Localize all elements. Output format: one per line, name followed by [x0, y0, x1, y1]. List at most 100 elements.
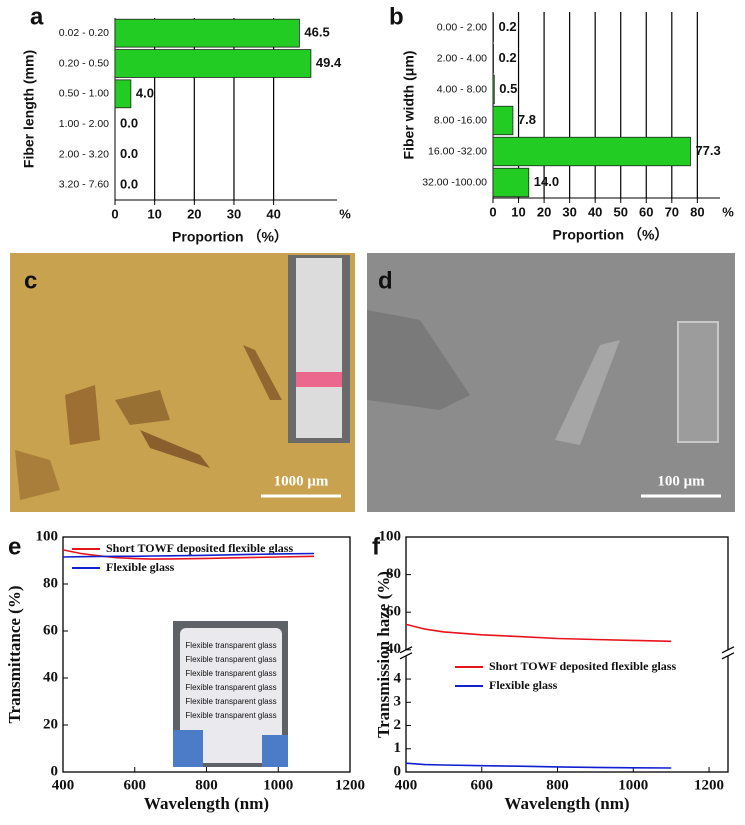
micrograph-c — [10, 253, 355, 512]
bar — [492, 74, 495, 105]
inset-text: Flexible transparent glass — [185, 697, 276, 706]
x-axis-title: Proportion （%） — [553, 227, 669, 243]
x-tick-label: 50 — [613, 204, 627, 219]
bar — [114, 49, 312, 78]
x-tick-label: 1000 — [263, 777, 293, 793]
y-tick-label: 4 — [394, 670, 402, 686]
inset-text: Flexible transparent glass — [185, 683, 276, 692]
value-label: 7.8 — [518, 112, 536, 127]
category-label: 2.00 - 4.00 — [437, 52, 487, 64]
x-tick-label: 60 — [639, 204, 653, 219]
scale-bar-label: 1000 μm — [274, 473, 329, 489]
y-axis-title: Transmission haze (%) — [374, 571, 393, 738]
inset-text: Flexible transparent glass — [185, 711, 276, 720]
panel-label: a — [30, 3, 44, 30]
x-tick-label: 1200 — [335, 777, 365, 793]
legend-label: Short TOWF deposited flexible glass — [489, 659, 676, 673]
scale-bar-label: 100 μm — [657, 473, 705, 489]
category-label: 2.00 - 3.20 — [59, 148, 109, 160]
x-tick-label: 40 — [588, 204, 602, 219]
bar — [492, 167, 530, 198]
bar — [492, 105, 514, 136]
x-tick-label: 600 — [124, 777, 147, 793]
category-label: 16.00 -32.00 — [428, 145, 487, 157]
bar — [492, 136, 691, 167]
series-line — [62, 552, 315, 558]
x-tick-label: 1200 — [694, 777, 724, 793]
y-tick-label: 0 — [51, 763, 59, 779]
panel-label: d — [378, 267, 393, 294]
category-label: 8.00 -16.00 — [434, 114, 487, 126]
y-tick-label: 0 — [394, 763, 402, 779]
bar — [492, 12, 494, 43]
value-label: 0.0 — [120, 176, 138, 191]
panel-label: c — [24, 267, 37, 294]
value-label: 14.0 — [534, 174, 559, 189]
x-tick-label: 10 — [147, 206, 161, 221]
axis-break — [723, 649, 733, 656]
value-label: 49.4 — [316, 55, 342, 70]
x-tick-label: 800 — [195, 777, 218, 793]
break-mark — [721, 652, 735, 660]
y-tick-label: 60 — [43, 622, 58, 638]
category-label: 1.00 - 2.00 — [59, 118, 109, 130]
panel-label: f — [372, 533, 381, 560]
x-tick-label: 400 — [52, 777, 75, 793]
bar — [114, 18, 300, 48]
category-label: 3.20 - 7.60 — [59, 179, 109, 191]
inset-photo: Flexible transparent glass Flexible tran… — [173, 621, 288, 767]
x-axis-title: Wavelength (nm) — [144, 794, 269, 813]
x-tick-label: 10 — [511, 204, 525, 219]
y-axis-title: Transmittance (%) — [5, 585, 24, 723]
bar — [492, 43, 494, 74]
x-tick-label: 800 — [546, 777, 569, 793]
inset-text: Flexible transparent glass — [185, 669, 276, 678]
category-label: 0.02 - 0.20 — [59, 27, 109, 39]
series-line — [405, 623, 672, 643]
category-label: 0.00 - 2.00 — [437, 21, 487, 33]
legend-label: Flexible glass — [106, 560, 175, 574]
series-line — [405, 762, 672, 769]
x-unit: % — [339, 206, 351, 221]
y-axis-title: Fiber length (mm) — [21, 50, 37, 168]
y-axis-title: Fiber width (μm) — [401, 51, 417, 160]
y-tick-label: 100 — [36, 528, 59, 544]
value-label: 77.3 — [695, 143, 720, 158]
y-tick-label: 1 — [394, 740, 402, 756]
micrograph-d — [367, 253, 735, 512]
value-label: 0.5 — [499, 81, 517, 96]
series-line — [62, 549, 315, 560]
y-tick-label: 20 — [43, 716, 58, 732]
x-tick-label: 70 — [665, 204, 679, 219]
x-tick-label: 1000 — [618, 777, 648, 793]
y-tick-label: 3 — [394, 694, 402, 710]
legend-label: Flexible glass — [489, 678, 558, 692]
x-axis-title: Wavelength (nm) — [504, 794, 629, 813]
value-label: 0.0 — [120, 116, 138, 131]
y-tick-label: 80 — [43, 575, 58, 591]
value-label: 0.2 — [499, 19, 517, 34]
break-mark — [721, 646, 735, 654]
x-tick-label: 80 — [690, 204, 704, 219]
x-unit: % — [722, 204, 734, 219]
y-tick-label: 100 — [379, 528, 402, 544]
x-tick-label: 30 — [562, 204, 576, 219]
x-tick-label: 40 — [266, 206, 280, 221]
category-label: 32.00 -100.00 — [422, 176, 487, 188]
inset-text: Flexible transparent glass — [185, 655, 276, 664]
value-label: 4.0 — [136, 85, 154, 100]
panel-label: b — [389, 3, 404, 30]
inset-text: Flexible transparent glass — [185, 641, 276, 650]
x-tick-label: 20 — [537, 204, 551, 219]
x-tick-label: 20 — [187, 206, 201, 221]
category-label: 4.00 - 8.00 — [437, 83, 487, 95]
axis-break — [401, 649, 411, 656]
value-label: 0.2 — [499, 50, 517, 65]
y-tick-label: 2 — [394, 717, 402, 733]
panel-label: e — [8, 533, 21, 560]
value-label: 46.5 — [304, 25, 329, 40]
y-tick-label: 60 — [386, 604, 401, 620]
x-tick-label: 0 — [111, 206, 118, 221]
x-tick-label: 400 — [395, 777, 418, 793]
break-mark — [399, 652, 413, 660]
